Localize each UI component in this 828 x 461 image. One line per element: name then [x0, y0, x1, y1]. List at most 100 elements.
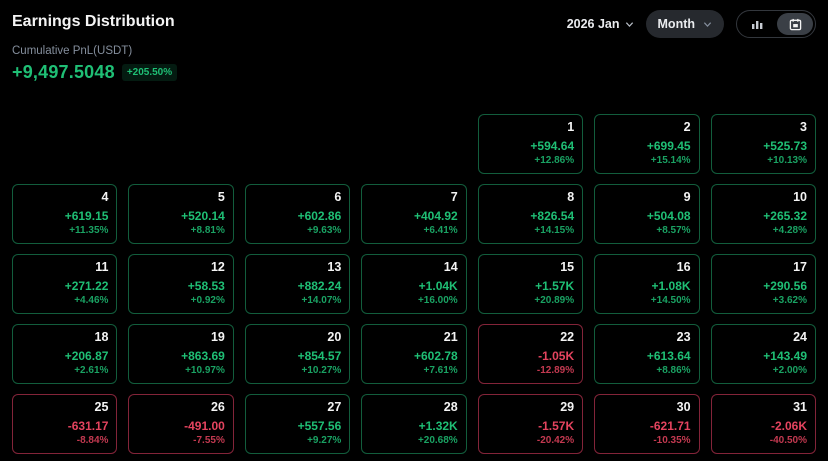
day-figures: +1.04K +16.00% [370, 279, 458, 307]
day-figures: +699.45 +15.14% [603, 139, 691, 167]
calendar-day-cell[interactable]: 11 +271.22 +4.46% [12, 254, 118, 314]
bar-chart-view-button[interactable] [739, 13, 775, 35]
day-number: 13 [327, 260, 342, 274]
earnings-calendar-grid: 1 +594.64 +12.86% 2 +699.45 +15.14% 3 +5… [12, 114, 816, 454]
calendar-day-cell[interactable]: 13 +882.24 +14.07% [244, 254, 351, 314]
calendar-day-cell[interactable]: 17 +290.56 +3.62% [710, 254, 816, 314]
day-figures: +504.08 +8.57% [603, 209, 691, 237]
calendar-day-cell[interactable]: 18 +206.87 +2.61% [12, 324, 118, 384]
chevron-down-icon [703, 20, 712, 29]
day-number: 29 [560, 400, 575, 414]
day-pnl-percent: +11.35% [69, 225, 109, 236]
calendar-day-cell[interactable]: 12 +58.53 +0.92% [128, 254, 234, 314]
day-pnl-percent: +0.92% [190, 295, 225, 306]
calendar-day-cell[interactable]: 19 +863.69 +10.97% [128, 324, 234, 384]
day-pnl-percent: +14.07% [301, 295, 342, 306]
day-figures: -1.05K -12.89% [487, 349, 574, 377]
day-number: 31 [793, 400, 807, 414]
day-number: 17 [793, 260, 807, 274]
period-selector-label: 2026 Jan [566, 17, 620, 31]
day-pnl-value: +602.78 [413, 349, 458, 363]
calendar-day-cell[interactable]: 26 -491.00 -7.55% [128, 394, 234, 454]
day-figures: +602.78 +7.61% [370, 349, 458, 377]
view-mode-selector[interactable]: Month [645, 10, 724, 38]
day-pnl-percent: +10.27% [301, 365, 342, 376]
calendar-day-cell[interactable]: 10 +265.32 +4.28% [710, 184, 816, 244]
day-number: 18 [94, 330, 109, 344]
day-pnl-percent: +10.97% [185, 365, 225, 376]
calendar-view-button[interactable] [777, 13, 813, 35]
day-pnl-value: +271.22 [64, 279, 109, 293]
day-number: 5 [217, 190, 225, 204]
header-controls: 2026 Jan Month [567, 10, 816, 38]
day-number: 15 [560, 260, 575, 274]
display-toggle [736, 10, 816, 38]
day-pnl-value: +525.73 [763, 139, 807, 153]
calendar-day-cell[interactable]: 3 +525.73 +10.13% [710, 114, 816, 174]
calendar-day-cell[interactable]: 21 +602.78 +7.61% [361, 324, 467, 384]
day-pnl-value: +1.04K [418, 279, 458, 293]
day-pnl-percent: -7.55% [193, 435, 225, 446]
day-pnl-percent: +20.89% [534, 295, 575, 306]
calendar-day-cell[interactable]: 5 +520.14 +8.81% [128, 184, 234, 244]
calendar-day-cell[interactable]: 2 +699.45 +15.14% [594, 114, 700, 174]
day-number: 6 [334, 190, 342, 204]
day-pnl-value: +863.69 [181, 349, 225, 363]
period-selector[interactable]: 2026 Jan [567, 17, 634, 31]
day-figures: -621.71 -10.35% [603, 419, 691, 447]
calendar-day-cell[interactable]: 20 +854.57 +10.27% [244, 324, 351, 384]
day-figures: +520.14 +8.81% [137, 209, 225, 237]
day-pnl-percent: +12.86% [534, 155, 575, 166]
day-number: 23 [676, 330, 691, 344]
day-pnl-percent: +4.28% [772, 225, 807, 236]
day-pnl-value: +619.15 [64, 209, 109, 223]
day-number: 11 [95, 260, 109, 274]
day-pnl-value: +290.56 [763, 279, 807, 293]
day-pnl-value: +594.64 [530, 139, 575, 153]
day-figures: -1.57K -20.42% [487, 419, 574, 447]
calendar-day-cell[interactable]: 30 -621.71 -10.35% [594, 394, 700, 454]
day-pnl-value: +520.14 [181, 209, 225, 223]
calendar-day-cell[interactable]: 28 +1.32K +20.68% [361, 394, 467, 454]
day-number: 2 [683, 120, 691, 134]
day-pnl-percent: +8.86% [656, 365, 691, 376]
calendar-day-cell[interactable]: 1 +594.64 +12.86% [477, 114, 584, 174]
calendar-day-cell[interactable]: 29 -1.57K -20.42% [477, 394, 584, 454]
calendar-day-cell[interactable]: 14 +1.04K +16.00% [361, 254, 467, 314]
day-figures: +265.32 +4.28% [720, 209, 807, 237]
day-number: 1 [567, 120, 575, 134]
day-figures: +58.53 +0.92% [137, 279, 225, 307]
day-number: 22 [560, 330, 575, 344]
day-pnl-value: +882.24 [297, 279, 342, 293]
calendar-day-cell[interactable]: 6 +602.86 +9.63% [244, 184, 351, 244]
day-figures: +1.32K +20.68% [370, 419, 458, 447]
view-mode-label: Month [657, 17, 695, 31]
day-pnl-value: +58.53 [187, 279, 225, 293]
day-pnl-value: -1.57K [538, 419, 575, 433]
day-number: 8 [567, 190, 575, 204]
day-pnl-value: +206.87 [64, 349, 109, 363]
cumulative-pnl-row: +9,497.5048 +205.50% [12, 62, 178, 83]
day-figures: +525.73 +10.13% [720, 139, 807, 167]
calendar-day-cell[interactable]: 25 -631.17 -8.84% [12, 394, 118, 454]
day-number: 3 [800, 120, 807, 134]
calendar-day-cell[interactable]: 24 +143.49 +2.00% [710, 324, 816, 384]
day-figures: +1.57K +20.89% [487, 279, 574, 307]
day-pnl-value: +854.57 [297, 349, 342, 363]
calendar-day-cell[interactable]: 8 +826.54 +14.15% [477, 184, 584, 244]
day-pnl-percent: +15.14% [650, 155, 691, 166]
calendar-day-cell[interactable]: 9 +504.08 +8.57% [594, 184, 700, 244]
calendar-day-cell[interactable]: 16 +1.08K +14.50% [594, 254, 700, 314]
calendar-day-cell[interactable]: 22 -1.05K -12.89% [477, 324, 584, 384]
day-pnl-percent: -10.35% [653, 435, 691, 446]
day-pnl-value: +1.57K [535, 279, 575, 293]
calendar-day-cell[interactable]: 15 +1.57K +20.89% [477, 254, 584, 314]
calendar-day-cell[interactable]: 7 +404.92 +6.41% [361, 184, 467, 244]
day-pnl-value: +613.64 [646, 349, 691, 363]
calendar-day-cell[interactable]: 4 +619.15 +11.35% [12, 184, 118, 244]
calendar-day-cell[interactable]: 31 -2.06K -40.50% [710, 394, 816, 454]
day-pnl-percent: +4.46% [74, 295, 109, 306]
calendar-day-cell[interactable]: 27 +557.56 +9.27% [244, 394, 351, 454]
calendar-day-cell[interactable]: 23 +613.64 +8.86% [594, 324, 700, 384]
